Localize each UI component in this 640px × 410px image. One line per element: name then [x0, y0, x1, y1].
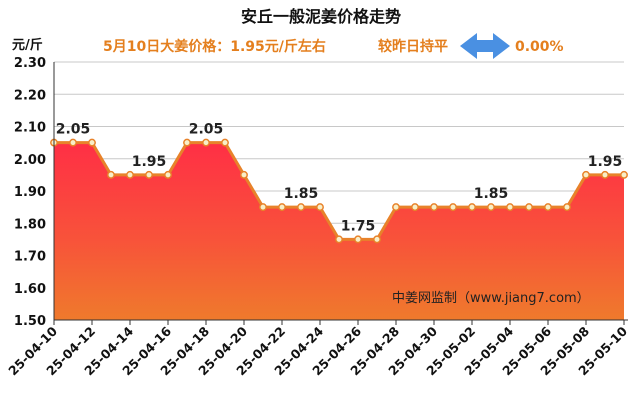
data-point	[164, 170, 172, 179]
data-point	[449, 203, 457, 212]
y-tick-label: 2.20	[14, 88, 46, 103]
data-point	[259, 203, 267, 212]
data-label: 2.05	[56, 122, 91, 138]
y-ticks: 1.50 1.60 1.70 1.80 1.90 2.00 2.10 2.20 2.30	[14, 56, 46, 329]
data-point	[544, 203, 552, 212]
y-axis-label: 元/斤	[12, 37, 43, 53]
data-point	[392, 203, 400, 212]
price-area	[54, 142, 624, 320]
watermark: 中姜网监制（www.jiang7.com）	[392, 291, 590, 306]
chart-subtitle: 5月10日大姜价格：1.95元/斤左右	[103, 38, 326, 55]
data-point	[221, 138, 229, 147]
data-point	[620, 170, 628, 179]
data-point	[316, 203, 324, 212]
data-point	[183, 138, 191, 147]
data-point	[506, 203, 514, 212]
y-tick-label: 1.60	[14, 282, 46, 297]
data-point	[335, 235, 343, 244]
y-tick-label: 2.10	[14, 121, 46, 136]
data-point	[107, 170, 115, 179]
data-point	[145, 170, 153, 179]
data-point	[601, 170, 609, 179]
y-tick-label: 2.30	[14, 56, 46, 71]
data-point	[278, 203, 286, 212]
change-value: 0.00%	[515, 39, 564, 55]
data-label: 1.95	[588, 154, 623, 170]
y-tick-label: 1.80	[14, 217, 46, 232]
data-label: 1.75	[341, 218, 376, 234]
data-point	[202, 138, 210, 147]
data-label: 2.05	[189, 122, 224, 138]
data-label: 1.95	[132, 154, 167, 170]
data-labels: 2.05 1.95 2.05 1.85 1.75 1.85 1.95	[56, 122, 623, 235]
y-tick-label: 1.70	[14, 250, 46, 265]
data-point	[126, 170, 134, 179]
data-point	[88, 138, 96, 147]
data-point	[487, 203, 495, 212]
data-point	[563, 203, 571, 212]
data-label: 1.85	[284, 186, 319, 202]
data-point	[411, 203, 419, 212]
data-point	[582, 170, 590, 179]
x-ticks: 25-04-1025-04-1225-04-1425-04-1625-04-18…	[5, 323, 630, 378]
data-point	[354, 235, 362, 244]
data-point	[373, 235, 381, 244]
data-point	[430, 203, 438, 212]
change-text: 较昨日持平	[378, 38, 448, 55]
data-point	[69, 138, 77, 147]
data-point	[240, 170, 248, 179]
y-tick-label: 1.50	[14, 314, 46, 329]
axes	[53, 62, 628, 325]
data-point	[525, 203, 533, 212]
double-arrow-icon	[460, 33, 510, 59]
data-point	[468, 203, 476, 212]
data-label: 1.85	[474, 186, 509, 202]
y-tick-label: 2.00	[14, 153, 46, 168]
chart-title: 安丘一般泥姜价格走势	[241, 7, 401, 26]
data-point	[297, 203, 305, 212]
y-tick-label: 1.90	[14, 185, 46, 200]
